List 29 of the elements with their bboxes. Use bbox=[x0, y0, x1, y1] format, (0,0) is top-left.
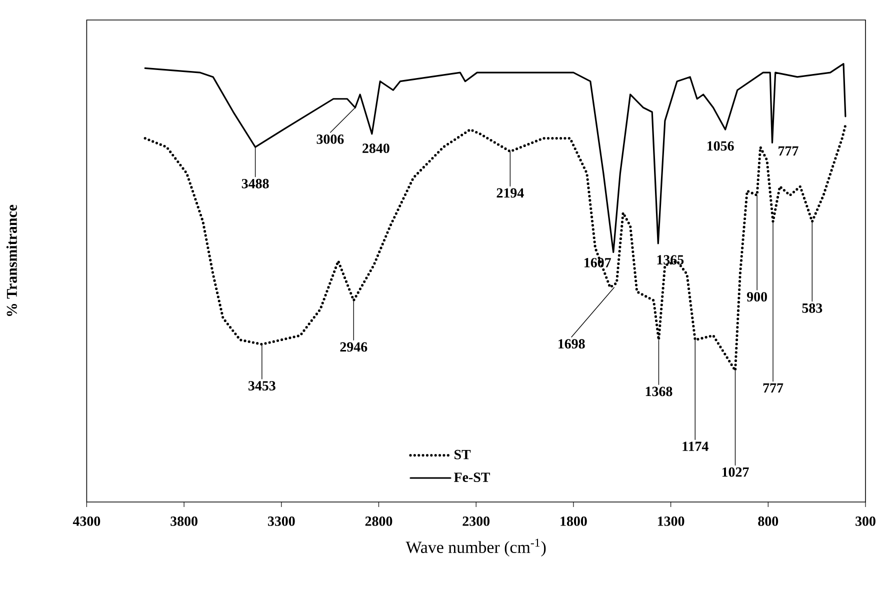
annotation: 900 bbox=[746, 292, 767, 302]
x-tick-label: 2300 bbox=[462, 516, 490, 526]
annotation: 1698 bbox=[558, 339, 585, 349]
x-tick-label: 800 bbox=[758, 516, 778, 526]
x-tick-label: 1300 bbox=[658, 516, 684, 526]
annotation: 1368 bbox=[646, 386, 672, 396]
y-axis-title: % Transmitrance bbox=[6, 204, 17, 316]
x-axis-title: Wave number (cm$^{-1}$) bbox=[406, 538, 546, 556]
annotation: 1027 bbox=[722, 467, 749, 477]
x-tick-label: 3800 bbox=[170, 516, 198, 526]
annotation: 777 bbox=[778, 146, 798, 156]
annotation: 3006 bbox=[316, 134, 344, 144]
annotation: 777 bbox=[763, 383, 784, 393]
annotation: 3453 bbox=[248, 381, 276, 390]
x-tick-label: 300 bbox=[856, 516, 876, 526]
annotation: 1056 bbox=[707, 141, 734, 151]
annotation: 3488 bbox=[242, 178, 269, 188]
annotation: 2840 bbox=[362, 144, 390, 154]
annotation: 2194 bbox=[496, 188, 524, 198]
x-tick-label: 4300 bbox=[72, 516, 100, 526]
annotation: 1174 bbox=[682, 442, 708, 451]
x-tick-label: 3300 bbox=[268, 516, 295, 526]
annotation: 1607 bbox=[584, 258, 611, 268]
annotation: 583 bbox=[802, 303, 822, 313]
legend-label: Fe-ST bbox=[454, 472, 490, 482]
legend-label: ST bbox=[454, 450, 471, 460]
x-tick-label: 1800 bbox=[560, 516, 587, 526]
x-tick-label: 2800 bbox=[365, 516, 392, 526]
annotation: 2946 bbox=[340, 342, 368, 352]
